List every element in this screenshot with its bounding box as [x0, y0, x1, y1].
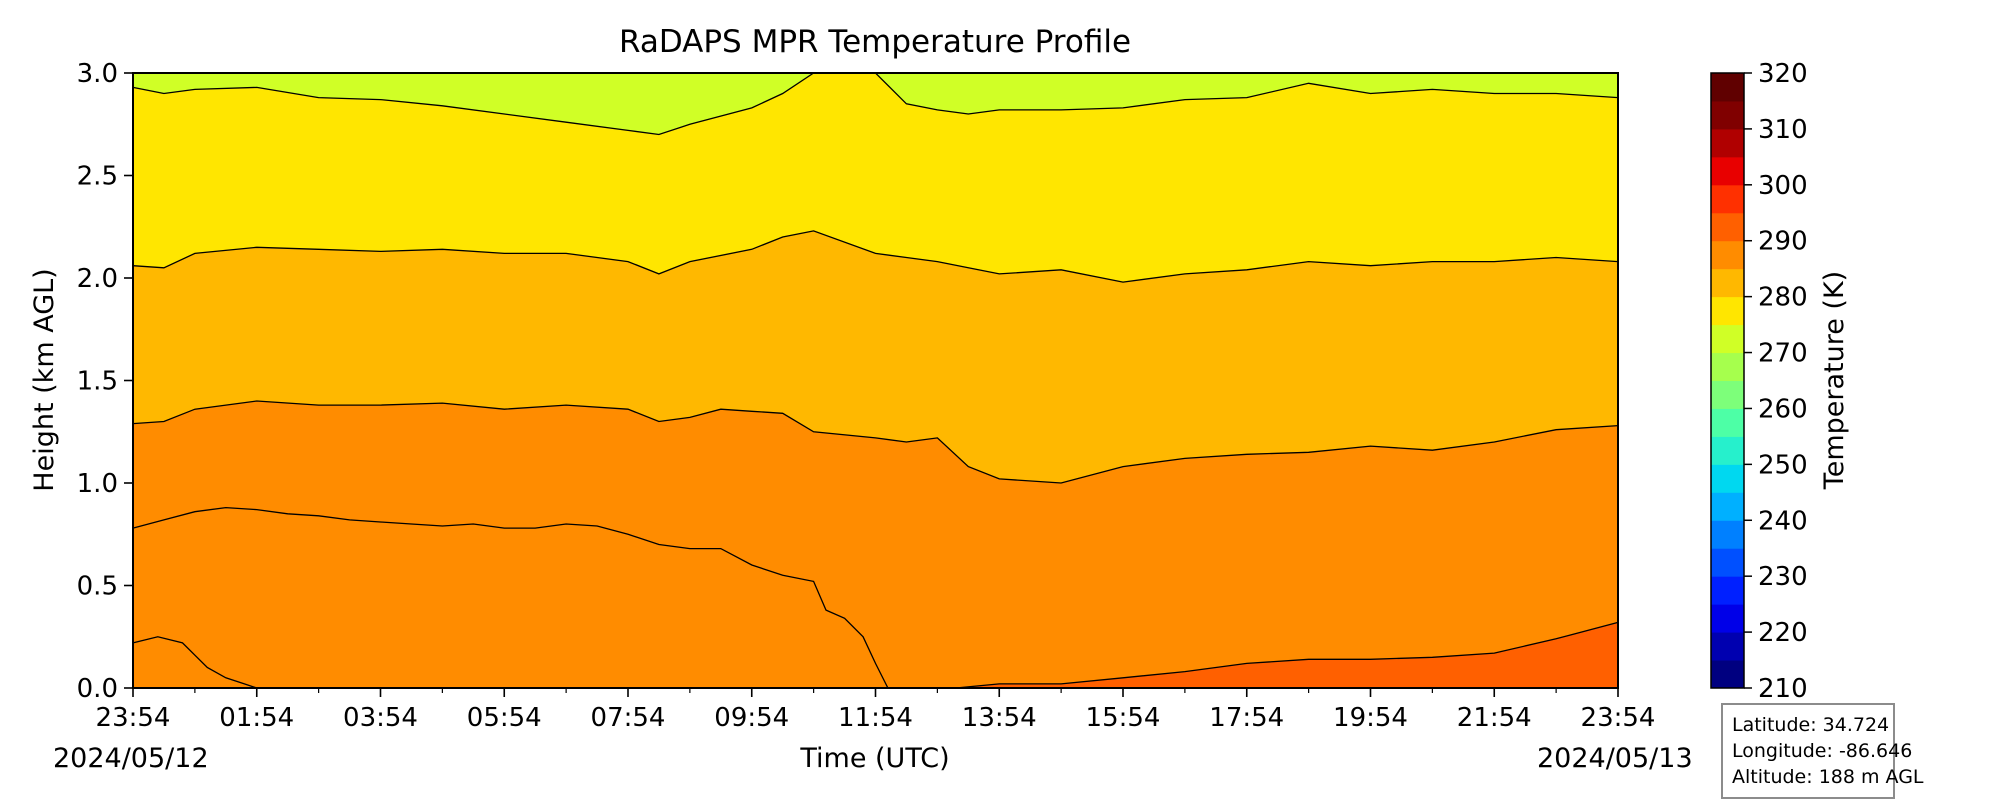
colorbar-segment	[1711, 464, 1744, 493]
colorbar-segment	[1711, 212, 1744, 242]
x-tick-label: 07:54	[591, 703, 666, 733]
y-tick-label: 3.0	[77, 59, 118, 89]
x-tick-label: 15:54	[1086, 703, 1161, 733]
longitude-text: Longitude: -86.646	[1732, 740, 1913, 762]
contour-285	[955, 621, 1619, 689]
colorbar-segment	[1711, 240, 1744, 270]
colorbar-tick-label: 210	[1758, 674, 1808, 704]
colorbar-label: Temperature (K)	[1819, 271, 1850, 490]
y-axis: 0.0 0.5 1.0 1.5 2.0 2.5 3.0	[77, 59, 133, 704]
altitude-text: Altitude: 188 m AGL	[1732, 766, 1924, 788]
colorbar-segment	[1711, 128, 1744, 158]
x-tick-label: 03:54	[343, 703, 418, 733]
x-tick-label: 11:54	[838, 703, 913, 733]
x-axis: 23:54 01:54 03:54 05:54 07:54 09:54 11:54 13:54…	[96, 688, 1656, 733]
contour-280	[132, 400, 1619, 484]
contour-295	[132, 636, 258, 689]
colorbar-segment	[1711, 436, 1744, 465]
colorbar: 210 220 230 240 250 260 270 280 290 300 310 320	[1710, 59, 1808, 704]
y-axis-label: Height (km AGL)	[29, 268, 60, 491]
colorbar-segment	[1711, 632, 1744, 661]
colorbar-segment	[1711, 548, 1744, 577]
colorbar-tick-label: 220	[1758, 618, 1808, 648]
colorbar-tick-label: 290	[1758, 227, 1808, 257]
colorbar-tick-label: 250	[1758, 450, 1808, 480]
station-info-box: Latitude: 34.724 Longitude: -86.646 Alti…	[1721, 703, 1924, 799]
colorbar-segment	[1711, 100, 1744, 130]
colorbar-segment	[1711, 380, 1744, 409]
colorbar-tick-label: 310	[1758, 115, 1808, 145]
colorbar-segment	[1711, 156, 1744, 186]
colorbar-frame	[1710, 72, 1745, 689]
start-date-label: 2024/05/12	[53, 743, 209, 774]
contour-lines	[132, 72, 1619, 689]
end-date-label: 2024/05/13	[1537, 743, 1693, 774]
y-tick-label: 0.0	[77, 674, 118, 704]
x-tick-label: 23:54	[1581, 703, 1656, 733]
colorbar-tick-label: 320	[1758, 59, 1808, 89]
colorbar-segment	[1711, 492, 1744, 521]
x-tick-label: 23:54	[96, 703, 171, 733]
colorbar-segment	[1711, 73, 1744, 102]
colorbar-segment	[1711, 324, 1744, 354]
colorbar-tick-label: 300	[1758, 171, 1808, 201]
x-tick-label: 01:54	[219, 703, 294, 733]
contour-290	[132, 506, 889, 689]
x-tick-label: 19:54	[1333, 703, 1408, 733]
chart-title: RaDAPS MPR Temperature Profile	[619, 24, 1131, 60]
colorbar-segment	[1711, 660, 1744, 689]
contour-275	[132, 230, 1619, 283]
colorbar-segment	[1711, 184, 1744, 214]
colorbar-segment	[1711, 268, 1744, 298]
y-tick-label: 0.5	[77, 572, 118, 602]
plot-area	[132, 72, 1619, 689]
x-tick-label: 09:54	[714, 703, 789, 733]
y-tick-label: 1.0	[77, 469, 118, 499]
colorbar-tick-label: 230	[1758, 562, 1808, 592]
temperature-bands	[133, 73, 1618, 688]
band-above-275	[133, 73, 1618, 283]
colorbar-segment	[1711, 576, 1744, 605]
colorbar-segment	[1711, 296, 1744, 326]
x-tick-label: 17:54	[1209, 703, 1284, 733]
colorbar-segment	[1711, 352, 1744, 381]
x-tick-label: 05:54	[467, 703, 542, 733]
colorbar-segment	[1711, 604, 1744, 633]
y-tick-label: 1.5	[77, 367, 118, 397]
colorbar-tick-label: 280	[1758, 283, 1808, 313]
colorbar-segment	[1711, 408, 1744, 437]
band-above-270	[133, 73, 1618, 135]
colorbar-segment	[1711, 520, 1744, 549]
colorbar-tick-label: 240	[1758, 506, 1808, 536]
y-tick-label: 2.5	[77, 162, 118, 192]
x-tick-label: 13:54	[962, 703, 1037, 733]
x-axis-label: Time (UTC)	[799, 743, 949, 774]
x-tick-label: 21:54	[1457, 703, 1532, 733]
y-tick-label: 2.0	[77, 264, 118, 294]
latitude-text: Latitude: 34.724	[1732, 714, 1890, 736]
colorbar-tick-label: 270	[1758, 339, 1808, 369]
colorbar-tick-label: 260	[1758, 394, 1808, 424]
